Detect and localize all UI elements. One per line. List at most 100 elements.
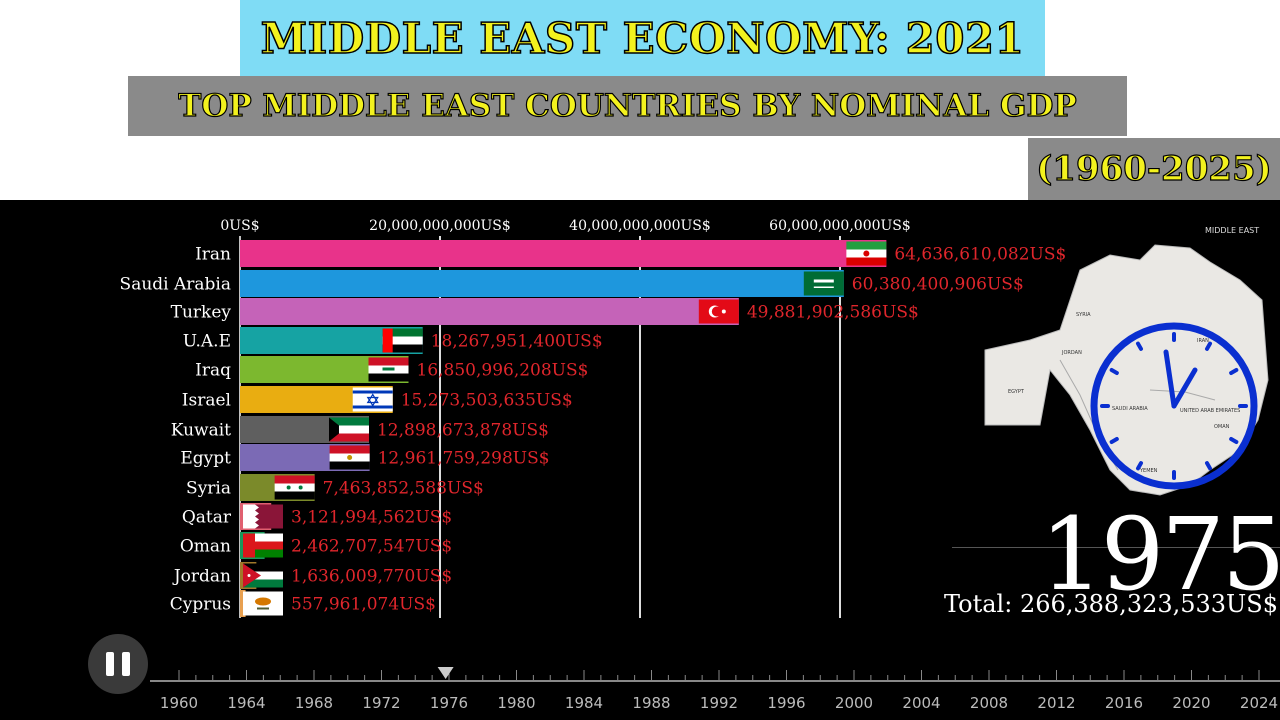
total-gdp: Total: 266,388,323,533US$ — [944, 590, 1278, 618]
category-label: Israel — [182, 391, 231, 411]
iran-flag — [846, 241, 887, 266]
year-divider — [952, 547, 1280, 548]
timeline-tick-label: 1996 — [767, 694, 805, 712]
category-label: Saudi Arabia — [120, 275, 231, 295]
page-title: MIDDLE EAST ECONOMY: 2021 — [240, 0, 1045, 76]
value-label: 18,267,951,400US$ — [431, 332, 603, 352]
value-label: 12,898,673,878US$ — [377, 421, 549, 441]
category-label: Cyprus — [170, 595, 231, 615]
value-label: 557,961,074US$ — [291, 595, 436, 615]
bar-row-iraq: Iraq 16,850,996,208US$ — [195, 356, 588, 383]
bar — [240, 590, 246, 617]
pause-icon — [102, 652, 134, 676]
map-label-egypt: EGYPT — [1008, 389, 1025, 395]
bar-row-israel: Israel 15,273,503,635US$ — [182, 386, 573, 413]
category-label: Iraq — [195, 361, 231, 381]
bar-row-kuwait: Kuwait 12,898,673,878US$ — [171, 416, 549, 443]
value-label: 64,636,610,082US$ — [894, 245, 1066, 265]
bar — [240, 270, 844, 297]
bar-row-u-a-e: U.A.E 18,267,951,400US$ — [183, 327, 603, 354]
map-label-syria: SYRIA — [1076, 312, 1091, 318]
syria-flag — [274, 475, 315, 500]
bar-row-jordan: Jordan 1,636,009,770US$ — [172, 562, 452, 589]
timeline-tick-label: 2024 — [1240, 694, 1278, 712]
map-label-yemen: YEMEN — [1139, 468, 1158, 474]
timeline-tick-label: 1968 — [295, 694, 333, 712]
map-label-uae: UNITED ARAB EMIRATES — [1180, 408, 1240, 414]
kuwait-flag — [328, 417, 369, 442]
value-label: 49,881,902,586US$ — [747, 303, 919, 323]
category-label: Syria — [186, 479, 231, 499]
map-label-saudi-arabia: SAUDI ARABIA — [1112, 406, 1148, 412]
timeline-tick-label: 2004 — [902, 694, 940, 712]
page-subtitle: TOP MIDDLE EAST COUNTRIES BY NOMINAL GDP — [128, 76, 1127, 136]
x-tick-label: 40,000,000,000US$ — [569, 218, 711, 234]
timeline-tick-label: 1992 — [700, 694, 738, 712]
timeline-slider[interactable]: 1960 1964 1968 1972 1976 1980 1984 1988 1992 1996… — [150, 667, 1280, 712]
bar-row-iran: Iran 64,636,610,082US$ — [195, 240, 1066, 267]
bar-row-qatar: Qatar 3,121,994,562US$ — [182, 503, 452, 530]
timeline-tick-label: 1964 — [227, 694, 265, 712]
turkey-flag — [698, 299, 739, 324]
category-label: Egypt — [180, 449, 231, 469]
value-label: 16,850,996,208US$ — [417, 361, 589, 381]
category-label: Kuwait — [171, 421, 231, 441]
bar-row-syria: Syria 7,463,852,588US$ — [186, 474, 484, 501]
uae-flag — [382, 328, 423, 353]
timeline-tick-label: 2012 — [1037, 694, 1075, 712]
oman-flag — [243, 533, 283, 558]
middle-east-map: SYRIA IRAN JORDAN EGYPT SAUDI ARABIA UNI… — [984, 244, 1269, 496]
value-label: 60,380,400,906US$ — [852, 275, 1024, 295]
cyprus-flag — [243, 591, 283, 616]
jordan-flag — [243, 563, 283, 588]
timeline-tick-label: 1988 — [632, 694, 670, 712]
timeline-marker[interactable] — [437, 667, 454, 679]
clock-icon — [1090, 322, 1258, 490]
category-label: Oman — [180, 537, 231, 557]
bar-row-cyprus: Cyprus 557,961,074US$ — [170, 590, 436, 617]
israel-flag — [352, 387, 393, 412]
map-label-jordan: JORDAN — [1061, 350, 1082, 356]
map-label-oman: OMAN — [1214, 424, 1230, 430]
iraq-flag — [368, 357, 409, 382]
current-year: 1975 — [1040, 496, 1280, 613]
value-label: 3,121,994,562US$ — [291, 508, 452, 528]
x-tick-label: 0US$ — [220, 218, 259, 234]
category-label: U.A.E — [183, 332, 231, 352]
pause-button[interactable] — [88, 634, 148, 694]
map-label-iran: IRAN — [1197, 338, 1209, 344]
x-tick-label: 20,000,000,000US$ — [369, 218, 511, 234]
value-label: 7,463,852,588US$ — [323, 479, 484, 499]
category-label: Turkey — [171, 303, 232, 323]
timeline-tick-label: 1972 — [362, 694, 400, 712]
bar-row-egypt: Egypt 12,961,759,298US$ — [180, 444, 550, 471]
bars: Iran 64,636,610,082US$ Saudi Arabia 60,380,… — [120, 240, 1066, 617]
timeline-tick-label: 2008 — [970, 694, 1008, 712]
timeline-tick-label: 1976 — [430, 694, 468, 712]
value-label: 2,462,707,547US$ — [291, 537, 452, 557]
timeline-tick-label: 2020 — [1172, 694, 1210, 712]
timeline-tick-label: 1960 — [160, 694, 198, 712]
timeline-tick-label: 2016 — [1105, 694, 1143, 712]
map-corner-label: MIDDLE EAST — [1205, 226, 1260, 235]
bar-row-saudi-arabia: Saudi Arabia 60,380,400,906US$ — [120, 270, 1024, 297]
category-label: Jordan — [172, 567, 231, 587]
value-label: 15,273,503,635US$ — [401, 391, 573, 411]
bar — [240, 240, 887, 267]
x-axis-ticks: 0US$ 20,000,000,000US$ 40,000,000,000US$ 60… — [220, 218, 910, 234]
category-label: Iran — [195, 245, 231, 265]
timeline-tick-label: 1984 — [565, 694, 603, 712]
egypt-flag — [329, 445, 370, 470]
timeline-tick-label: 2000 — [835, 694, 873, 712]
x-tick-label: 60,000,000,000US$ — [769, 218, 911, 234]
bar-row-turkey: Turkey 49,881,902,586US$ — [171, 298, 919, 325]
value-label: 1,636,009,770US$ — [291, 567, 452, 587]
qatar-flag — [243, 504, 283, 529]
saudi-arabia-flag — [803, 271, 844, 296]
value-label: 12,961,759,298US$ — [378, 449, 550, 469]
bar — [240, 298, 739, 325]
bar-row-oman: Oman 2,462,707,547US$ — [180, 532, 452, 559]
timeline-tick-label: 1980 — [497, 694, 535, 712]
category-label: Qatar — [182, 508, 232, 528]
